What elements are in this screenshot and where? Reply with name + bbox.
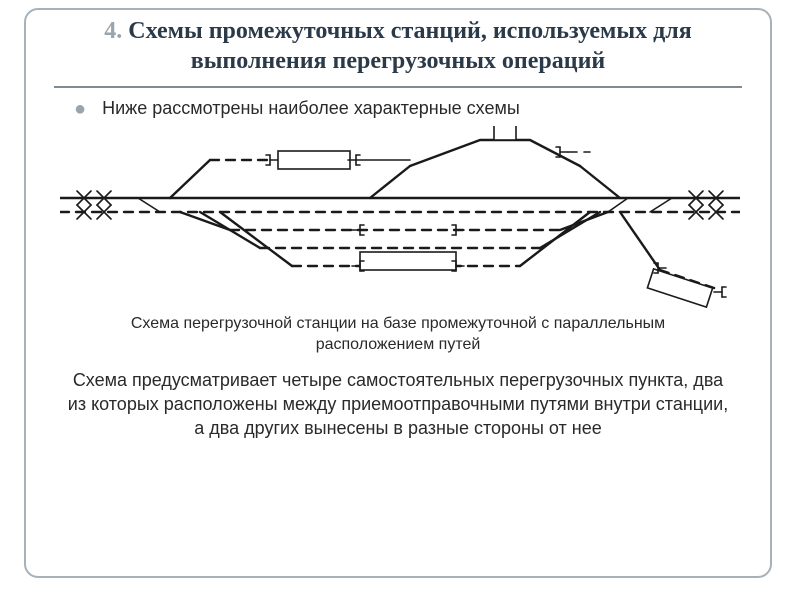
title-underline [54,86,742,88]
station-diagram [60,126,740,312]
title-text: Схемы промежуточных станций, используемы… [128,18,691,74]
slide-title: 4. Схемы промежуточных станций, использу… [26,10,770,80]
station-diagram-svg [60,126,740,312]
diagram-caption: Схема перегрузочной станции на базе пром… [80,314,716,356]
slide-content: ● Ниже рассмотрены наиболее характерные … [26,98,770,440]
title-number: 4. [104,18,122,44]
slide-frame: 4. Схемы промежуточных станций, использу… [24,8,772,578]
bullet-item: ● Ниже рассмотрены наиболее характерные … [74,98,736,120]
body-paragraph: Схема предусматривает четыре самостоятел… [66,368,730,441]
bullet-dot-icon: ● [74,98,86,120]
bullet-text: Ниже рассмотрены наиболее характерные сх… [102,98,520,119]
